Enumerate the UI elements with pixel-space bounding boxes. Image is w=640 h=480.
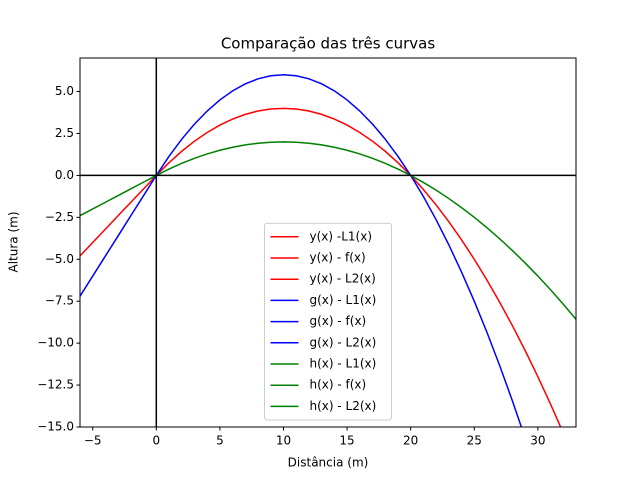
- legend-label: y(x) - L2(x): [310, 272, 376, 286]
- axes-frame: [79, 57, 577, 428]
- y-tick-label: −2.5: [45, 210, 74, 224]
- x-tick-label: 5: [216, 434, 224, 448]
- line-series: [410, 175, 523, 427]
- x-tick-label: 0: [152, 434, 160, 448]
- x-tick-label: 25: [467, 434, 482, 448]
- line-series: [155, 107, 412, 176]
- x-tick-label: 30: [530, 434, 545, 448]
- legend-label: g(x) - f(x): [310, 314, 367, 328]
- legend-label: g(x) - L1(x): [310, 293, 377, 307]
- line-series: [80, 174, 157, 257]
- y-tick-label: −12.5: [37, 378, 74, 392]
- x-tick-label: 10: [276, 434, 291, 448]
- x-axis-label: Distância (m): [288, 456, 369, 470]
- y-axis-label: Altura (m): [7, 211, 21, 272]
- line-series: [155, 141, 412, 177]
- y-tick-label: 2.5: [55, 126, 74, 140]
- line-series: [410, 174, 576, 320]
- y-tick-label: 5.0: [55, 84, 74, 98]
- y-tick-label: −15.0: [37, 420, 74, 434]
- y-tick-label: −7.5: [45, 294, 74, 308]
- legend-label: h(x) - f(x): [310, 378, 367, 392]
- legend-label: h(x) - L2(x): [310, 399, 377, 413]
- legend-label: y(x) - f(x): [310, 251, 366, 265]
- line-series: [80, 174, 157, 217]
- x-tick-label: 20: [403, 434, 418, 448]
- y-tick-label: −10.0: [37, 336, 74, 350]
- legend-label: h(x) - L1(x): [310, 357, 377, 371]
- chart-title: Comparação das três curvas: [221, 35, 436, 53]
- legend-label: g(x) - L2(x): [310, 335, 377, 349]
- line-series: [80, 175, 157, 297]
- y-tick-label: −5.0: [45, 252, 74, 266]
- x-tick-label: 15: [339, 434, 354, 448]
- legend-label: y(x) -L1(x): [310, 229, 373, 243]
- line-series: [155, 74, 412, 176]
- line-series: [410, 174, 562, 427]
- x-tick-label: −5: [84, 434, 102, 448]
- plot-area: [80, 58, 576, 427]
- legend-box: [264, 222, 392, 421]
- y-tick-label: 0.0: [55, 168, 74, 182]
